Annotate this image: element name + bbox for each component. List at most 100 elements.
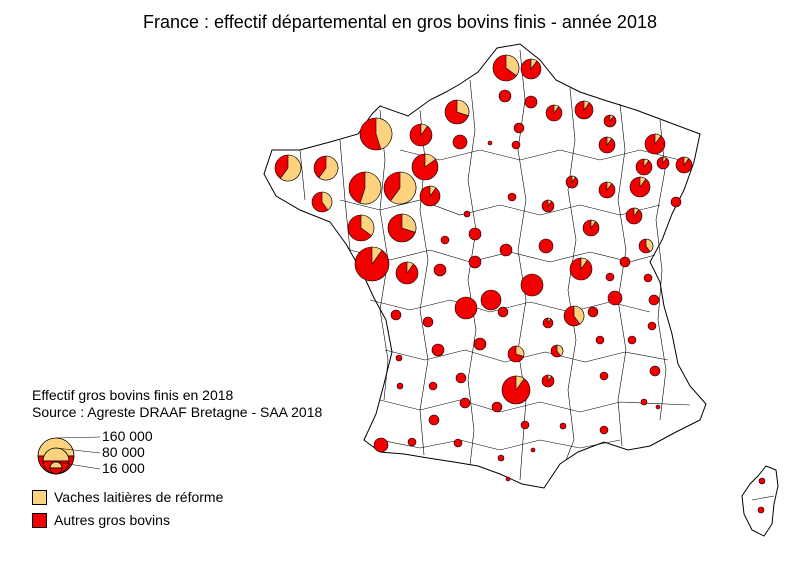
departement-pie	[497, 454, 505, 462]
pie-dairy-cull-cows	[639, 176, 647, 188]
pie-other-cattle	[468, 227, 482, 241]
departement-pie	[491, 401, 503, 413]
departement-pie	[407, 437, 417, 447]
legend-label-other: Autres gros bovins	[54, 512, 170, 528]
departement-pie	[313, 155, 339, 181]
pie-other-cattle	[530, 447, 536, 453]
departement-pie	[640, 398, 648, 406]
pie-dairy-cull-cows	[547, 317, 552, 324]
departement-pie	[565, 175, 579, 189]
legend-swatch-other	[32, 513, 47, 528]
pie-other-cattle	[655, 404, 661, 410]
departement-pie	[348, 171, 382, 205]
departement-pie	[627, 335, 637, 345]
departement-pie	[480, 289, 502, 311]
legend-heading: Effectif gros bovins finis en 2018	[32, 387, 234, 403]
departement-pie	[499, 243, 513, 257]
departement-pie	[541, 374, 555, 388]
legend-size-label-large: 160 000	[102, 428, 153, 444]
pie-other-cattle	[524, 95, 538, 109]
departement-pie	[311, 191, 333, 213]
departement-pie	[507, 192, 517, 202]
pie-symbols-layer	[274, 54, 766, 514]
departement-pie	[431, 343, 445, 357]
departement-pie	[473, 337, 487, 351]
pie-dairy-cull-cows	[318, 155, 339, 181]
departement-pie	[644, 133, 666, 155]
pie-other-cattle	[396, 382, 404, 390]
pie-other-cattle	[487, 140, 493, 146]
departement-pie	[635, 158, 653, 176]
departement-pie	[390, 309, 402, 321]
departement-pie	[619, 256, 631, 268]
pie-other-cattle	[595, 335, 605, 345]
pie-dairy-cull-cows	[633, 207, 640, 217]
departement-pie	[638, 238, 654, 254]
departement-pie	[545, 104, 563, 122]
departement-pie	[520, 420, 530, 430]
pie-dairy-cull-cows	[571, 175, 576, 183]
departement-pie	[603, 114, 617, 128]
pie-other-cattle	[497, 306, 509, 318]
departement-pie	[513, 122, 525, 134]
departement-pie	[656, 156, 670, 170]
pie-dairy-cull-cows	[530, 58, 538, 70]
map-title: France : effectif départemental en gros …	[143, 12, 657, 32]
departement-pie	[492, 54, 520, 82]
pie-other-cattle	[605, 272, 615, 282]
pie-dairy-cull-cows	[321, 191, 333, 211]
departement-pie	[625, 207, 643, 225]
departement-pie	[454, 296, 478, 320]
pie-dairy-cull-cows	[406, 261, 414, 274]
departement-pie	[655, 404, 661, 410]
pie-other-cattle	[505, 476, 511, 482]
pie-other-cattle	[643, 273, 653, 283]
pie-other-cattle	[452, 134, 468, 150]
departement-pie	[440, 235, 450, 245]
pie-dairy-cull-cows	[573, 305, 585, 325]
departement-pie	[487, 140, 493, 146]
pie-other-cattle	[520, 273, 544, 297]
pie-other-cattle	[649, 365, 661, 377]
pie-dairy-cull-cows	[643, 158, 650, 168]
pie-dairy-cull-cows	[645, 238, 654, 253]
pie-dairy-cull-cows	[505, 54, 520, 77]
france-outline	[263, 43, 707, 489]
pie-dairy-cull-cows	[662, 156, 667, 164]
pie-dairy-cull-cows	[609, 114, 614, 122]
pie-dairy-cull-cows	[390, 171, 417, 205]
departement-pie	[444, 99, 470, 125]
departement-pie	[507, 345, 525, 363]
departement-pie	[524, 95, 538, 109]
departement-pie	[569, 257, 593, 281]
pie-dairy-cull-cows	[456, 99, 470, 117]
pie-dairy-cull-cows	[424, 153, 436, 168]
departement-pie	[757, 506, 765, 514]
pie-dairy-cull-cows	[547, 199, 552, 207]
departement-pie	[629, 176, 651, 198]
departement-pie	[428, 414, 440, 426]
pie-other-cattle	[428, 414, 440, 426]
pie-other-cattle	[428, 381, 438, 391]
departement-pie	[599, 371, 609, 381]
pie-other-cattle	[607, 290, 623, 306]
departement-pie	[409, 123, 433, 147]
departement-pie	[598, 181, 616, 199]
departement-pie	[675, 156, 693, 174]
departement-pie	[587, 306, 599, 318]
pie-other-cattle	[422, 316, 434, 328]
departement-pie	[649, 365, 661, 377]
departement-pie	[599, 425, 609, 435]
departement-pie	[468, 255, 482, 269]
departement-pie	[598, 136, 616, 154]
pie-other-cattle	[431, 343, 445, 357]
pie-other-cattle	[757, 506, 765, 514]
pie-other-cattle	[433, 263, 447, 277]
pie-dairy-cull-cows	[606, 181, 613, 191]
departement-pie	[541, 199, 555, 213]
departement-pie	[359, 117, 393, 151]
departement-pie	[422, 316, 434, 328]
pie-other-cattle	[758, 477, 766, 485]
pie-other-cattle	[491, 401, 503, 413]
